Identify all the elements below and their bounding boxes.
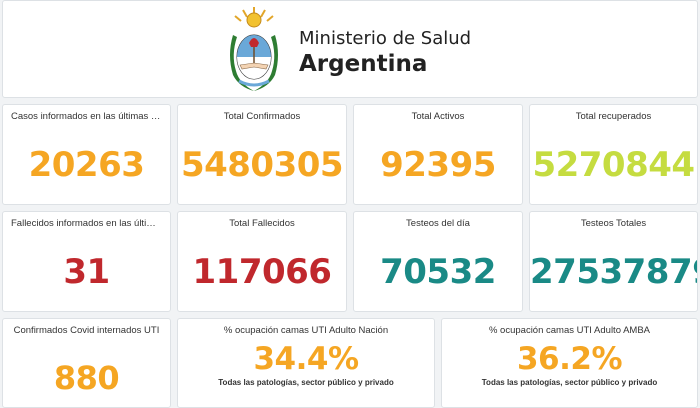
card-value: 5270844 [532,145,695,185]
header-title-line1: Ministerio de Salud [299,28,472,49]
card-title: Total Activos [411,111,465,122]
card-total-recuperados: Total recuperados 5270844 [529,104,698,205]
card-internados-uti: Confirmados Covid internados UTI 880 [2,318,171,408]
card-value: 5480305 [180,145,344,185]
card-value: 36.2% [516,341,623,377]
card-value: 70532 [380,252,496,292]
card-ocupacion-uti-amba: % ocupación camas UTI Adulto AMBA 36.2% … [441,318,698,408]
card-total-confirmados: Total Confirmados 5480305 [177,104,347,205]
card-fallecidos-24h: Fallecidos informados en las última... 3… [2,211,171,312]
card-title: % ocupación camas UTI Adulto Nación [223,325,389,336]
card-value: 27537879 [530,252,698,292]
card-value: 880 [53,359,120,397]
card-value: 92395 [380,145,496,185]
card-subtitle: Todas las patologías, sector público y p… [218,378,394,387]
card-subtitle: Todas las patologías, sector público y p… [481,378,658,387]
argentina-coat-of-arms-logo [230,7,278,91]
card-ocupacion-uti-nacion: % ocupación camas UTI Adulto Nación 34.4… [177,318,435,408]
card-value: 31 [63,252,110,292]
card-value: 117066 [192,252,332,292]
card-title: Total Fallecidos [229,218,295,229]
card-title: Total Confirmados [223,111,301,122]
card-title: Total recuperados [575,111,652,122]
card-title: Confirmados Covid internados UTI [13,325,160,336]
card-title: Casos informados en las últimas 24... [11,111,162,122]
card-title: % ocupación camas UTI Adulto AMBA [488,325,651,336]
card-title: Testeos Totales [580,218,647,229]
card-title: Testeos del día [406,218,470,229]
card-value: 20263 [28,145,145,185]
card-total-fallecidos: Total Fallecidos 117066 [177,211,347,312]
header-title-line2: Argentina [299,51,428,77]
card-testeos-del-dia: Testeos del día 70532 [353,211,523,312]
card-total-activos: Total Activos 92395 [353,104,523,205]
card-casos-24h: Casos informados en las últimas 24... 20… [2,104,171,205]
card-value: 34.4% [253,341,359,377]
card-testeos-totales: Testeos Totales 27537879 [529,211,698,312]
card-title: Fallecidos informados en las última... [11,218,162,229]
header-banner: Ministerio de Salud Argentina [2,0,698,98]
